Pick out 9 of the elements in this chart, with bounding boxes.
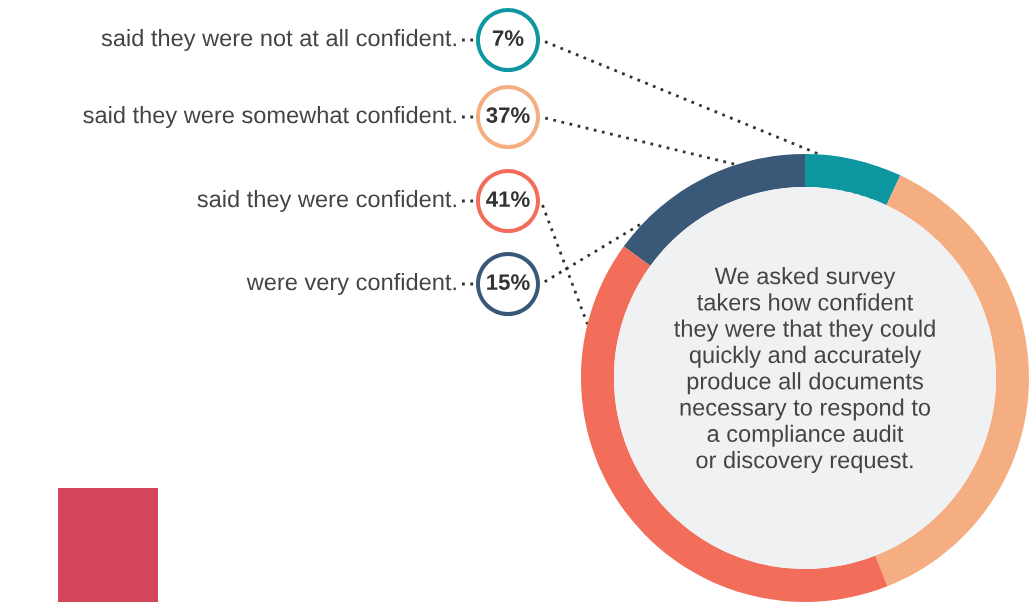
slice-label: were very confident. [246,273,456,296]
text: We asked survey takers how confident they were that they could quickly and accurately produce all documents necessary to respond to a compliance audit or discovery request. [674,266,935,474]
data-label: 7% [492,30,524,46]
data-label: 15% [487,274,530,290]
data-label: 41% [486,191,530,207]
slice-label: said they were somewhat confident. [83,106,456,128]
slice-label: said they were not at all confident. [101,29,456,51]
slice-label: said they were confident. [197,189,456,212]
data-label: 37% [486,107,530,123]
